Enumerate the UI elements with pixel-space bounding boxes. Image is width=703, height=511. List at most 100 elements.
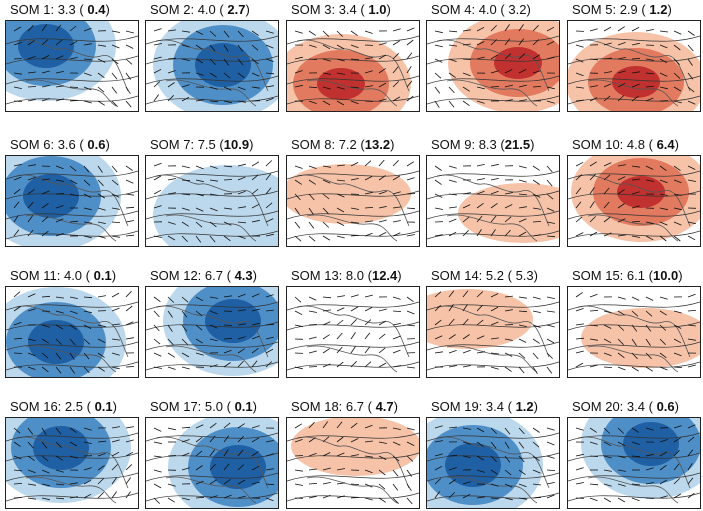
panel-id: SOM 15:	[572, 268, 623, 283]
wind-vector	[154, 29, 162, 31]
panel-id: SOM 2:	[150, 2, 194, 17]
wind-vector	[337, 320, 343, 325]
wind-vector	[112, 236, 120, 237]
anomaly-map	[5, 286, 139, 378]
wind-vector	[154, 297, 160, 302]
map-svg	[568, 418, 700, 508]
wind-vector	[295, 470, 303, 471]
wind-vector	[590, 310, 598, 311]
wind-vector	[309, 337, 317, 339]
wind-vector	[323, 349, 330, 353]
wind-vector	[533, 339, 540, 343]
wind-vector	[238, 164, 246, 166]
wind-vector	[295, 456, 303, 457]
wind-vector	[393, 484, 398, 490]
wind-vector	[337, 236, 345, 238]
wind-vector	[533, 498, 541, 499]
wind-vector	[323, 335, 330, 339]
wind-vector	[688, 31, 695, 36]
wind-vector	[337, 483, 345, 484]
som-panel: SOM 18: 6.7 ( 4.7)	[281, 399, 421, 511]
percent-value: 1.0	[365, 2, 387, 17]
high-anomaly-weak	[427, 289, 533, 349]
wind-vector	[112, 222, 120, 223]
panel-title: SOM 8: 7.2 (13.2)	[291, 137, 394, 153]
som-panel: SOM 13: 8.0 (12.4)	[281, 268, 421, 380]
map-svg	[146, 287, 278, 377]
wind-vector	[618, 27, 625, 31]
percent-value: 10.9	[224, 137, 249, 152]
panel-title: SOM 13: 8.0 (12.4)	[291, 268, 402, 284]
anomaly-map	[286, 155, 420, 247]
wind-vector	[323, 482, 331, 484]
wind-vector	[491, 367, 499, 369]
wind-vector	[435, 352, 443, 353]
wind-vector	[365, 307, 372, 311]
wind-vector	[393, 323, 401, 325]
wind-vector	[126, 87, 130, 94]
wind-vector	[491, 178, 499, 180]
frequency-value: 8.3	[479, 137, 497, 152]
anomaly-map	[286, 286, 420, 378]
frequency-value: 6.1	[627, 268, 645, 283]
low-anomaly-strong	[205, 299, 261, 343]
anomaly-map	[426, 155, 560, 247]
percent-value: 1.2	[646, 2, 668, 17]
map-svg	[427, 287, 559, 377]
wind-vector	[309, 367, 317, 368]
paren-close: )	[526, 2, 530, 17]
anomaly-map	[426, 417, 560, 509]
panel-title: SOM 9: 8.3 (21.5)	[431, 137, 534, 153]
som-panel: SOM 17: 5.0 ( 0.1)	[140, 399, 280, 511]
wind-vector	[295, 222, 300, 228]
wind-vector	[435, 180, 442, 185]
som-panel: SOM 12: 6.7 ( 4.3)	[140, 268, 280, 380]
wind-vector	[295, 484, 303, 486]
panel-id: SOM 5:	[572, 2, 616, 17]
anomaly-map	[5, 20, 139, 112]
map-svg	[427, 156, 559, 246]
wind-vector	[351, 346, 356, 353]
wind-vector	[590, 484, 598, 485]
map-svg	[568, 156, 700, 246]
wind-vector	[351, 332, 356, 339]
som-panel: SOM 4: 4.0 ( 3.2)	[421, 2, 561, 114]
wind-vector	[477, 179, 485, 181]
wind-vector	[309, 483, 317, 484]
wind-vector	[154, 428, 161, 431]
wind-vector	[365, 347, 370, 353]
wind-vector	[351, 307, 358, 311]
wind-vector	[435, 166, 442, 171]
wind-vector	[154, 456, 162, 457]
panel-id: SOM 7:	[150, 137, 194, 152]
wind-vector	[449, 366, 457, 368]
wind-vector	[154, 190, 161, 194]
wind-vector	[688, 236, 695, 240]
wind-vector	[547, 166, 552, 172]
map-svg	[6, 21, 138, 111]
wind-vector	[365, 31, 373, 34]
anomaly-shading	[6, 156, 121, 246]
panel-id: SOM 11:	[10, 268, 60, 283]
panel-title: SOM 14: 5.2 ( 5.3)	[431, 268, 538, 284]
wind-vector	[295, 367, 303, 369]
paren-close: )	[667, 2, 671, 17]
high-anomaly-strong	[612, 66, 660, 98]
paren-close: )	[675, 399, 679, 414]
anomaly-map	[5, 155, 139, 247]
wind-vector	[323, 297, 331, 298]
wind-vector	[547, 339, 554, 343]
wind-vector	[309, 311, 317, 313]
wind-vector	[604, 498, 611, 502]
panel-id: SOM 14:	[431, 268, 482, 283]
wind-vector	[547, 367, 552, 373]
paren-close: )	[112, 268, 116, 283]
anomaly-map	[567, 20, 701, 112]
wind-vector	[365, 333, 370, 339]
wind-vector	[632, 297, 639, 301]
map-svg	[146, 156, 278, 246]
wind-vector	[337, 333, 342, 339]
wind-vector	[533, 166, 540, 170]
wind-vector	[337, 296, 345, 297]
paren-close: )	[249, 137, 253, 152]
